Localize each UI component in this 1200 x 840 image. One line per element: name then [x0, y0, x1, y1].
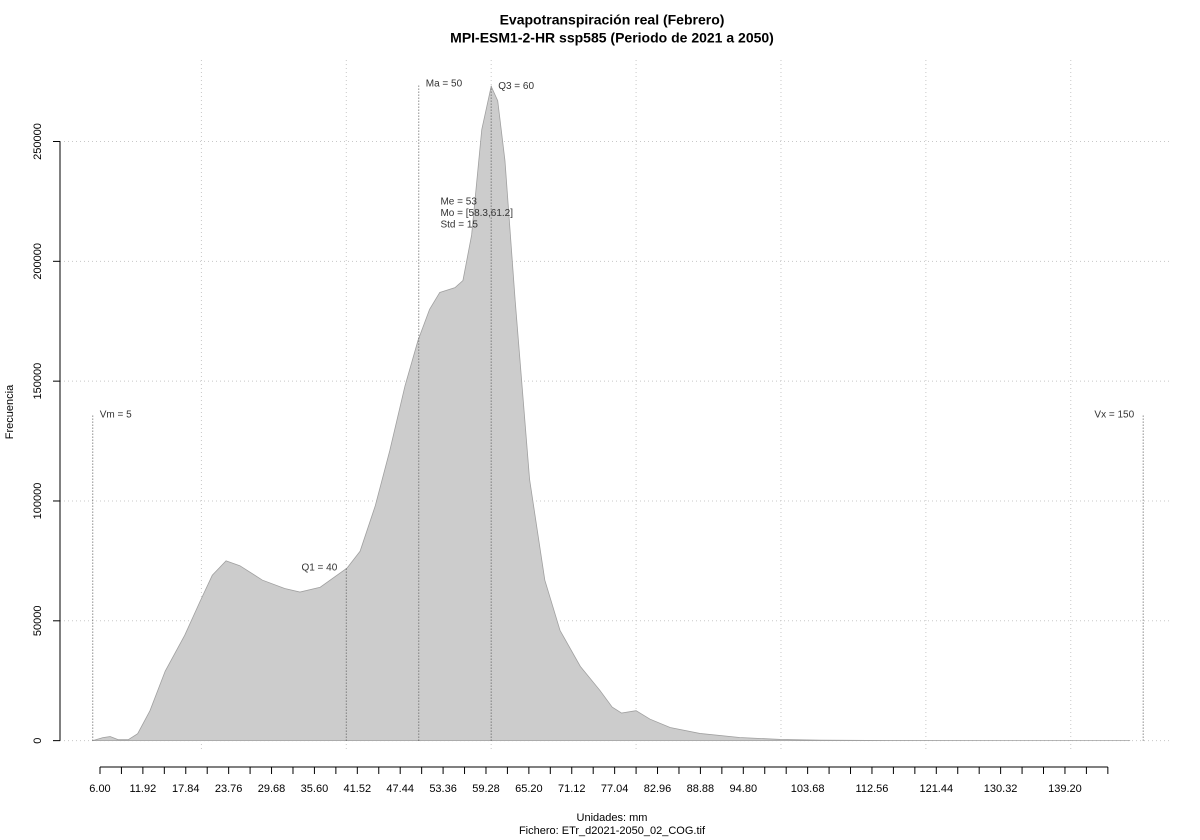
x-tick-label: 6.00	[89, 783, 110, 795]
x-tick-label: 77.04	[601, 783, 629, 795]
x-tick-label: 35.60	[301, 783, 329, 795]
marker-label: Vm = 5	[100, 409, 132, 420]
x-tick-label: 82.96	[644, 783, 672, 795]
x-tick-label: 29.68	[258, 783, 286, 795]
chart-title: Evapotranspiración real (Febrero)	[500, 12, 725, 28]
y-tick-label: 250000	[32, 123, 44, 160]
x-tick-label: 17.84	[172, 783, 200, 795]
footer: Fichero: ETr_d2021-2050_02_COG.tif	[519, 825, 706, 837]
y-tick-label: 50000	[32, 606, 44, 637]
x-tick-label: 88.88	[687, 783, 715, 795]
x-tick-label: 94.80	[730, 783, 758, 795]
marker-label: Ma = 50	[426, 79, 463, 90]
marker-label: Q1 = 40	[301, 563, 337, 574]
x-tick-label: 121.44	[919, 783, 953, 795]
marker-label: Vx = 150	[1094, 409, 1134, 420]
stat-label: Me = 53	[440, 197, 477, 208]
stat-label: Mo = [58.3,61.2]	[440, 208, 513, 219]
x-tick-label: 103.68	[791, 783, 825, 795]
y-tick-label: 100000	[32, 483, 44, 520]
x-tick-label: 41.52	[344, 783, 372, 795]
chart-subtitle: MPI-ESM1-2-HR ssp585 (Periodo de 2021 a …	[450, 30, 774, 46]
x-tick-label: 130.32	[984, 783, 1018, 795]
x-axis-label: Unidades: mm	[577, 812, 648, 824]
x-tick-label: 65.20	[515, 783, 543, 795]
x-tick-label: 53.36	[429, 783, 457, 795]
x-tick-label: 139.20	[1048, 783, 1082, 795]
marker-label: Q3 = 60	[498, 81, 534, 92]
x-tick-label: 23.76	[215, 783, 243, 795]
y-tick-label: 0	[32, 738, 44, 744]
x-tick-label: 112.56	[856, 783, 889, 795]
x-tick-label: 47.44	[386, 783, 414, 795]
density-area	[92, 85, 1131, 742]
stat-label: Std = 15	[440, 220, 478, 231]
x-tick-label: 11.92	[130, 783, 157, 795]
x-tick-label: 59.28	[472, 783, 500, 795]
y-tick-label: 200000	[32, 243, 44, 280]
y-axis-label: Frecuencia	[4, 384, 16, 439]
y-tick-label: 150000	[32, 363, 44, 400]
x-tick-label: 71.12	[558, 783, 586, 795]
